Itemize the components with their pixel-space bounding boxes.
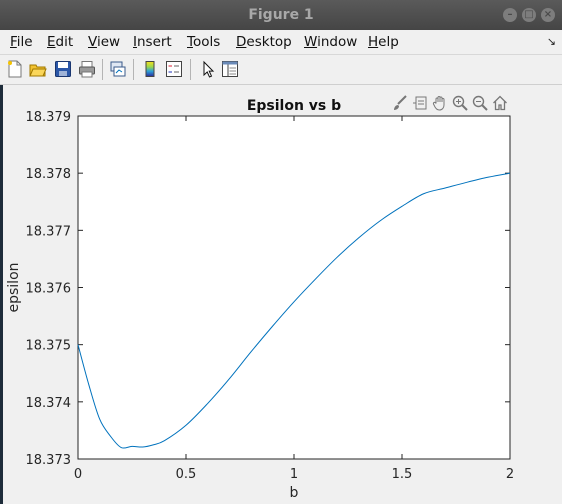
menu-label: iew (96, 34, 121, 50)
figure-toolbar (0, 55, 562, 85)
menu-view[interactable]: View (88, 34, 120, 50)
chart-title: Epsilon vs b (247, 98, 341, 114)
x-tick-label: 0.5 (176, 467, 197, 482)
edit-plot-pointer-icon[interactable] (199, 60, 217, 78)
x-tick-label: 1 (290, 467, 298, 482)
y-tick-label: 18.376 (26, 282, 72, 297)
menu-mnemonic: E (47, 34, 56, 50)
menu-bar: File Edit View Insert Tools Desktop Wind… (0, 30, 562, 55)
window-titlebar[interactable]: Figure 1 – □ × (0, 0, 562, 31)
x-tick-label: 2 (506, 467, 514, 482)
y-tick-label: 18.377 (26, 224, 72, 239)
zoom-out-icon[interactable] (472, 95, 488, 111)
menu-file[interactable]: File (10, 34, 33, 50)
toolbar-separator (102, 59, 103, 80)
pan-icon[interactable] (432, 95, 448, 111)
menu-label: ools (192, 34, 221, 50)
insert-legend-icon[interactable] (165, 60, 183, 78)
menu-mnemonic: F (10, 34, 17, 50)
data-tips-icon[interactable] (412, 95, 428, 111)
menu-edit[interactable]: Edit (47, 34, 73, 50)
menu-desktop[interactable]: Desktop (236, 34, 292, 50)
toolbar-separator (190, 59, 191, 80)
link-plot-icon[interactable] (109, 60, 127, 78)
menu-insert[interactable]: Insert (133, 34, 172, 50)
axis-ticks: 0 0.5 1 1.5 2 18.373 18.374 18.375 18.376 18.377 1… (26, 110, 515, 482)
x-tick-label: 0 (74, 467, 82, 482)
x-axis-label: b (290, 485, 299, 501)
menu-mnemonic: I (133, 34, 137, 50)
x-tick-label: 1.5 (392, 467, 413, 482)
insert-colorbar-icon[interactable] (141, 60, 159, 78)
property-inspector-icon[interactable] (221, 60, 239, 78)
new-figure-icon[interactable] (6, 60, 24, 78)
menu-mnemonic: V (88, 34, 97, 50)
menu-overflow-icon[interactable]: ↘ (546, 35, 556, 48)
zoom-in-icon[interactable] (452, 95, 468, 111)
menu-mnemonic: W (304, 34, 318, 50)
menu-label: dit (55, 34, 74, 50)
close-icon[interactable]: × (541, 8, 555, 22)
y-tick-label: 18.375 (26, 339, 72, 354)
series-line[interactable] (77, 172, 511, 449)
toolbar-separator (133, 59, 134, 80)
save-icon[interactable] (54, 60, 72, 78)
menu-mnemonic: T (187, 34, 193, 50)
y-tick-label: 18.379 (26, 110, 72, 125)
menu-label: esktop (246, 34, 292, 50)
menu-window[interactable]: Window (304, 34, 357, 50)
window-title: Figure 1 (248, 7, 314, 23)
menu-label: nsert (136, 34, 172, 50)
y-tick-label: 18.378 (26, 167, 72, 182)
y-tick-label: 18.374 (26, 396, 72, 411)
menu-label: ile (16, 34, 33, 50)
restore-view-icon[interactable] (492, 95, 508, 111)
maximize-icon[interactable]: □ (522, 8, 536, 22)
window-left-edge (0, 85, 3, 504)
brush-icon[interactable] (392, 95, 408, 111)
y-tick-label: 18.373 (26, 453, 72, 468)
print-icon[interactable] (78, 60, 96, 78)
line-chart[interactable]: 0 0.5 1 1.5 2 18.373 18.374 18.375 18.376 18.377 1… (0, 85, 562, 504)
menu-help[interactable]: Help (368, 34, 399, 50)
minimize-icon[interactable]: – (503, 8, 517, 22)
menu-label: indow (317, 34, 358, 50)
axes-box[interactable] (77, 115, 511, 460)
menu-tools[interactable]: Tools (187, 34, 220, 50)
menu-label: elp (378, 34, 399, 50)
menu-mnemonic: H (368, 34, 379, 50)
open-file-icon[interactable] (29, 60, 47, 78)
menu-mnemonic: D (236, 34, 247, 50)
y-axis-label: epsilon (6, 262, 22, 312)
